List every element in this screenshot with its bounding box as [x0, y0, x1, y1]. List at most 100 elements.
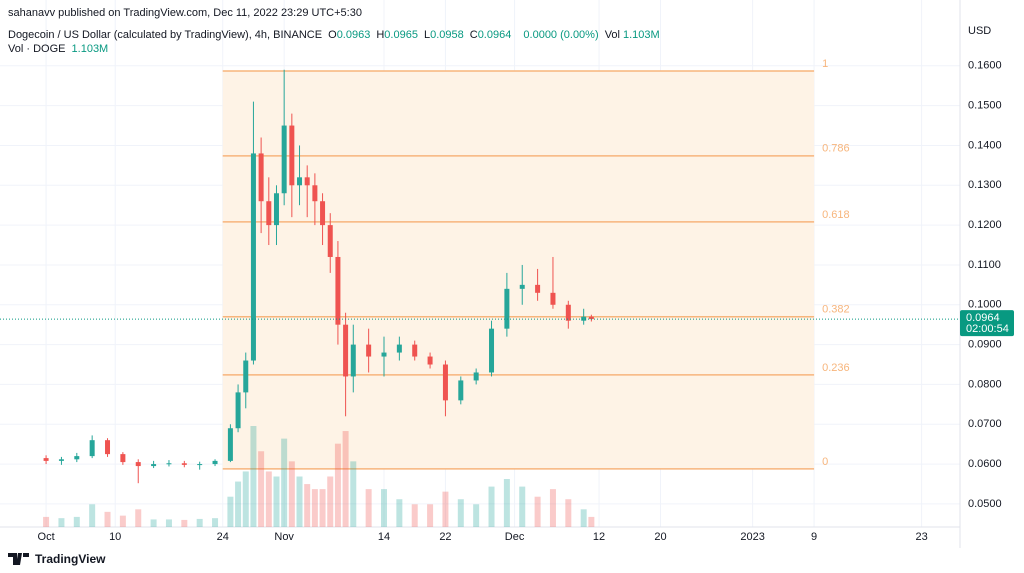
volume-bar	[104, 511, 111, 527]
volume-bar	[73, 516, 80, 527]
y-tick-label: 0.1200	[968, 219, 1002, 231]
candle-body	[235, 392, 241, 429]
candle-body	[550, 292, 556, 305]
candle-body	[304, 177, 310, 186]
x-tick-label: 14	[378, 531, 390, 543]
fib-label: 0.382	[822, 304, 850, 316]
volume-bar	[565, 499, 572, 527]
candle-body	[181, 463, 187, 465]
volume-bar	[258, 451, 265, 527]
candle-body	[166, 463, 172, 465]
candle-body	[535, 284, 541, 293]
symbol: Dogecoin / US Dollar (calculated by Trad…	[8, 29, 323, 41]
candle-body	[74, 456, 80, 460]
candle-body	[281, 125, 287, 194]
candle-body	[366, 344, 372, 357]
change: 0.0000 (0.00%)	[523, 29, 599, 41]
vol-line: Vol · DOGE	[8, 43, 66, 55]
volume-bar	[212, 518, 219, 527]
candle-body	[197, 464, 203, 466]
legend-line: Dogecoin / US Dollar (calculated by Trad…	[8, 29, 663, 41]
volume-bar	[89, 504, 96, 527]
y-tick-label: 0.1100	[968, 259, 1001, 271]
fib-label: 0.786	[822, 143, 850, 155]
ohlc-key: O	[328, 29, 337, 41]
ohlc-value: 0.0964	[477, 29, 512, 41]
volume-bar	[265, 471, 272, 527]
volume-bar	[288, 461, 295, 527]
volume-bar	[250, 426, 257, 527]
volume-legend: Vol · DOGE 1.103M	[8, 43, 111, 55]
candle-body	[89, 440, 95, 457]
volume-bar	[119, 515, 126, 527]
candle-body	[519, 284, 525, 289]
candle-body	[266, 201, 272, 226]
volume-bar	[488, 486, 495, 527]
volume-bar	[235, 481, 242, 527]
candle-body	[151, 464, 157, 467]
candle-body	[396, 344, 402, 353]
volume-bar	[411, 504, 418, 527]
vol-key: Vol	[604, 29, 620, 41]
candle-body	[289, 125, 295, 186]
candle-body	[243, 360, 249, 393]
footer-brand: TradingView	[35, 552, 106, 566]
volume-bar	[381, 489, 387, 527]
volume-bar	[304, 484, 311, 527]
candle-body	[43, 458, 49, 461]
x-tick-label: 9	[811, 531, 817, 543]
published-note: sahanavv published on TradingView.com, D…	[8, 7, 362, 19]
ohlc-key: L	[423, 29, 431, 41]
ohlc-value: 0.0958	[430, 29, 464, 41]
volume-bar	[342, 431, 349, 527]
x-tick-label: 10	[109, 531, 121, 543]
volume-bar	[457, 499, 464, 527]
currency-label: USD	[968, 25, 991, 37]
volume-bar	[227, 496, 234, 527]
y-tick-label: 0.1400	[968, 139, 1002, 151]
x-tick-label: 12	[593, 531, 605, 543]
y-tick-label: 0.1300	[968, 179, 1002, 191]
candle-body	[381, 352, 387, 357]
candle-body	[489, 328, 495, 373]
candle-body	[227, 428, 233, 461]
volume-bar	[319, 489, 326, 527]
candle-body	[350, 344, 356, 377]
candle-body	[588, 316, 594, 320]
volume-bar	[135, 509, 142, 527]
volume-bar	[43, 516, 50, 527]
volume-bar	[427, 504, 434, 527]
y-tick-label: 0.0900	[968, 339, 1002, 351]
ohlc-value: 0.0965	[384, 29, 418, 41]
ohlc: O0.0963 H0.0965 L0.0958 C0.0964	[328, 29, 517, 41]
volume-bar	[281, 438, 288, 527]
volume-bar	[181, 519, 188, 527]
candle-body	[327, 225, 333, 257]
candle-body	[504, 288, 510, 329]
y-tick-label: 0.1600	[968, 60, 1002, 72]
x-tick-label: 22	[439, 531, 451, 543]
volume-bar	[327, 476, 334, 527]
footer: TradingView	[8, 552, 105, 566]
volume-bar	[534, 496, 541, 527]
volume-bar	[473, 504, 480, 527]
candle-body	[105, 440, 111, 455]
volume-bar	[350, 461, 357, 527]
candle-body	[258, 153, 264, 202]
candle-body	[320, 201, 326, 226]
volume-bar	[580, 509, 587, 527]
candle-body	[312, 185, 318, 202]
candle-body	[335, 256, 341, 325]
fib-label: 0.618	[822, 209, 850, 221]
x-tick-label: Nov	[274, 531, 294, 543]
x-tick-label: 23	[915, 531, 927, 543]
countdown-label: 02:00:54	[966, 323, 1009, 335]
vol-line-value: 1.103M	[71, 43, 109, 55]
candle-body	[250, 153, 256, 361]
volume-bar	[442, 491, 449, 527]
fib-area	[222, 70, 815, 469]
volume-bar	[396, 499, 403, 527]
volume-bar	[588, 516, 595, 527]
volume-bar	[519, 486, 526, 527]
